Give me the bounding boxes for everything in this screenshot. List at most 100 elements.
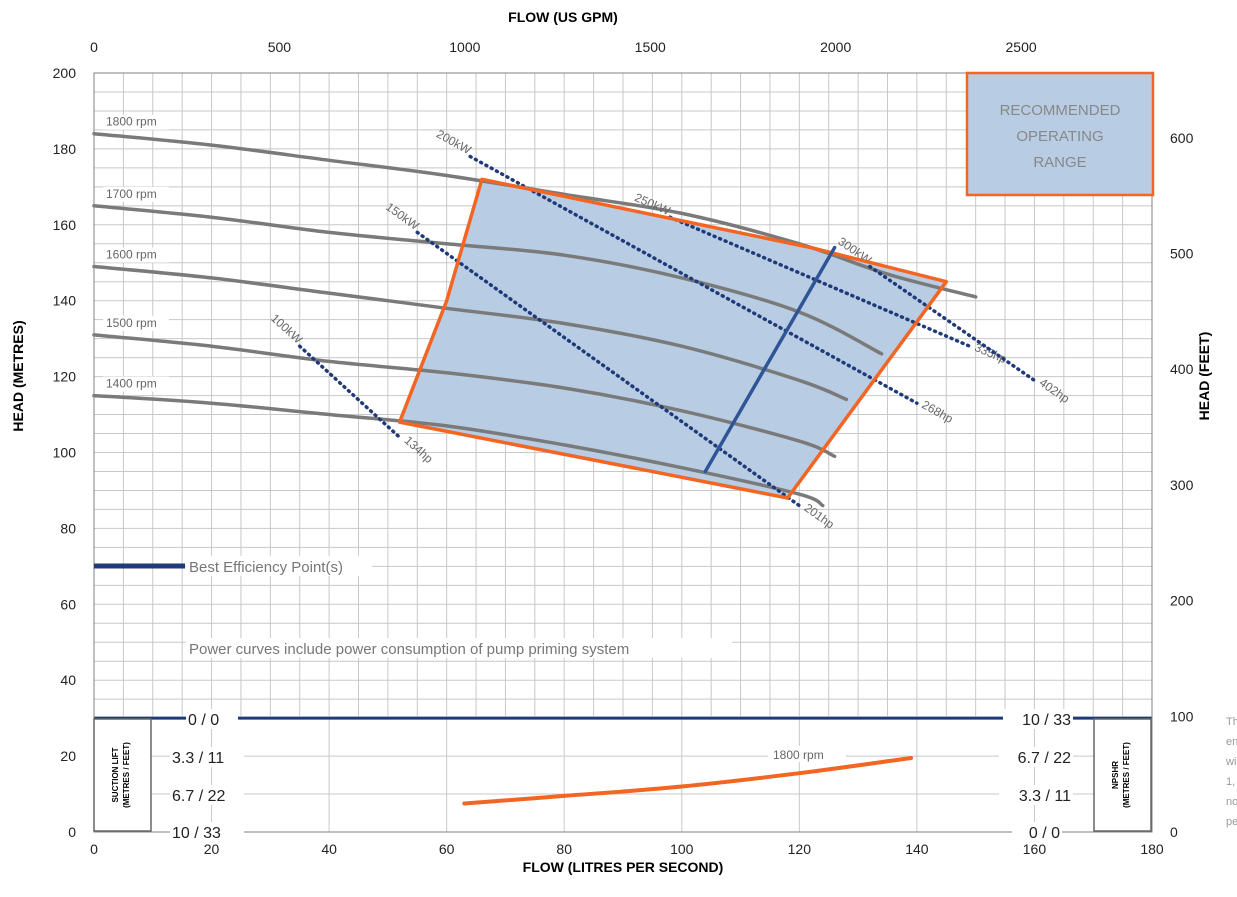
y-left-tick-label: 120: [53, 369, 77, 385]
speed-curve-label-bg: [103, 247, 169, 263]
power-line-hp-label: 335hp: [973, 340, 1009, 366]
x-bottom-tick-label: 160: [1023, 841, 1047, 857]
y-left-tick-label: 80: [60, 520, 76, 536]
suction-value-0: 0 / 0: [188, 712, 219, 729]
npshr-value-bg: [1012, 822, 1062, 842]
y-left-tick-label: 200: [53, 65, 77, 81]
speed-curve-label: 1800 rpm: [106, 115, 157, 129]
side-note-line: Th: [1226, 716, 1237, 728]
y-left-tick-label: 100: [53, 445, 77, 461]
speed-curve-label-bg: [103, 186, 169, 202]
suction-lift-label: SUCTION LIFT: [111, 747, 120, 802]
npshr-value-1: 6.7 / 22: [1018, 750, 1071, 767]
x-bottom-tick-label: 120: [788, 841, 812, 857]
x-bottom-tick-label: 40: [321, 841, 337, 857]
x-bottom-tick-label: 0: [90, 841, 98, 857]
power-line-kw-label: 150kW: [383, 200, 422, 234]
y-right-tick-label: 200: [1170, 593, 1194, 609]
plot-frame: [93, 72, 1153, 833]
legend-line-3: RANGE: [1033, 154, 1086, 171]
y-left-tick-label: 0: [68, 824, 76, 840]
x-top-tick-label: 500: [268, 39, 292, 55]
suction-npshr-panel: [93, 716, 1153, 833]
npshr-units: (METRES / FEET): [1122, 742, 1131, 808]
power-line-kw-label: 200kW: [434, 127, 474, 158]
operating-range-legend-box: [965, 71, 1155, 197]
y-left-axis-title: HEAD (METRES): [10, 320, 26, 431]
power-line-hp-label: 201hp: [802, 501, 838, 532]
x-bottom-tick-label: 180: [1140, 841, 1164, 857]
suction-lift-units: (METRES / FEET): [122, 742, 131, 808]
npshr-curve-label-bg: [768, 746, 846, 762]
npshr-label: NPSHR: [1111, 761, 1120, 789]
legend-line-2: OPERATING: [1016, 128, 1103, 145]
speed-curve-label-bg: [103, 114, 169, 130]
power-line: [297, 344, 402, 440]
y-right-axis-title: HEAD (FEET): [1196, 332, 1212, 421]
bep-legend-label: Best Efficiency Point(s): [189, 559, 343, 576]
power-note: Power curves include power consumption o…: [189, 641, 629, 658]
y-left-tick-label: 140: [53, 293, 77, 309]
speed-curve: [92, 131, 978, 299]
speed-curve: [92, 333, 837, 459]
y-left-tick-label: 20: [60, 748, 76, 764]
side-note-line: pe: [1226, 816, 1237, 828]
operating-range-outline-path: [397, 177, 949, 500]
x-top-tick-label: 2500: [1006, 39, 1037, 55]
y-right-tick-label: 500: [1170, 245, 1194, 261]
operating-range-area: [399, 179, 947, 499]
y-right-tick-label: 100: [1170, 708, 1194, 724]
speed-curve-label-bg: [103, 376, 169, 392]
suction-value-bg: [170, 822, 244, 842]
npshr-value-0: 10 / 33: [1022, 712, 1071, 729]
suction-value-2: 6.7 / 22: [172, 788, 225, 805]
x-bottom-tick-label: 140: [905, 841, 929, 857]
npshr-title: NPSHR (METRES / FEET): [1093, 718, 1152, 832]
npshr-curve-label: 1800 rpm: [773, 748, 824, 762]
suction-lift-box: [93, 718, 152, 832]
y-left-tick-label: 160: [53, 217, 77, 233]
npshr-values: 10 / 33 6.7 / 22 3.3 / 11 0 / 0: [999, 709, 1073, 842]
x-bottom-tick-label: 20: [204, 841, 220, 857]
suction-value-bg: [186, 709, 238, 729]
power-line: [868, 264, 1037, 383]
power-line-hp-label: 268hp: [919, 398, 955, 427]
y-right-tick-label: 400: [1170, 361, 1194, 377]
y-right-tick-label: 0: [1170, 824, 1178, 840]
side-note-line: no: [1226, 796, 1237, 808]
lower-panel-mask: [94, 716, 1152, 832]
x-top-axis-title: FLOW (US GPM): [508, 9, 618, 25]
suction-value-1: 3.3 / 11: [172, 750, 224, 767]
x-bottom-tick-label: 60: [439, 841, 455, 857]
npshr-value-2: 3.3 / 11: [1019, 788, 1071, 805]
speed-curve: [92, 264, 849, 402]
operating-range-outline: [397, 177, 949, 500]
suction-value-3: 10 / 33: [172, 825, 221, 842]
speed-curve-label: 1700 rpm: [106, 187, 157, 201]
axes: 0 20 40 60 80 100 120 140 160 1800 500 1000 1500 2000…: [53, 39, 1194, 857]
speed-curve: [92, 204, 884, 356]
side-note-line: wi: [1225, 756, 1236, 768]
x-bottom-axis-title: FLOW (LITRES PER SECOND): [523, 859, 724, 875]
npshr-value-bg: [999, 785, 1073, 805]
power-note-bg: [186, 638, 732, 658]
y-left-tick-label: 180: [53, 141, 77, 157]
bep-legend: Best Efficiency Point(s): [94, 556, 372, 576]
suction-value-bg: [170, 785, 244, 805]
x-top-tick-label: 0: [90, 39, 98, 55]
y-right-tick-label: 600: [1170, 130, 1194, 146]
power-line: [468, 154, 919, 405]
speed-curve-label: 1600 rpm: [106, 248, 157, 262]
y-left-tick-label: 60: [60, 596, 76, 612]
x-bottom-tick-label: 100: [670, 841, 694, 857]
suction-lift-values: 0 / 0 3.3 / 11 6.7 / 22 10 / 33: [170, 709, 244, 842]
speed-curve-label: 1400 rpm: [106, 377, 157, 391]
speed-curves: 1800 rpm 1700 rpm 1600 rpm 1500 rpm 1400 rpm: [92, 114, 978, 508]
x-bottom-tick-label: 80: [556, 841, 572, 857]
bep-line: [703, 245, 837, 474]
npshr-value-bg: [1003, 709, 1073, 729]
npshr-value-bg: [999, 747, 1073, 767]
bep-line-segment: [703, 245, 837, 474]
side-note: Th en wi 1, no pe: [1225, 716, 1237, 828]
suction-value-bg: [170, 747, 244, 767]
